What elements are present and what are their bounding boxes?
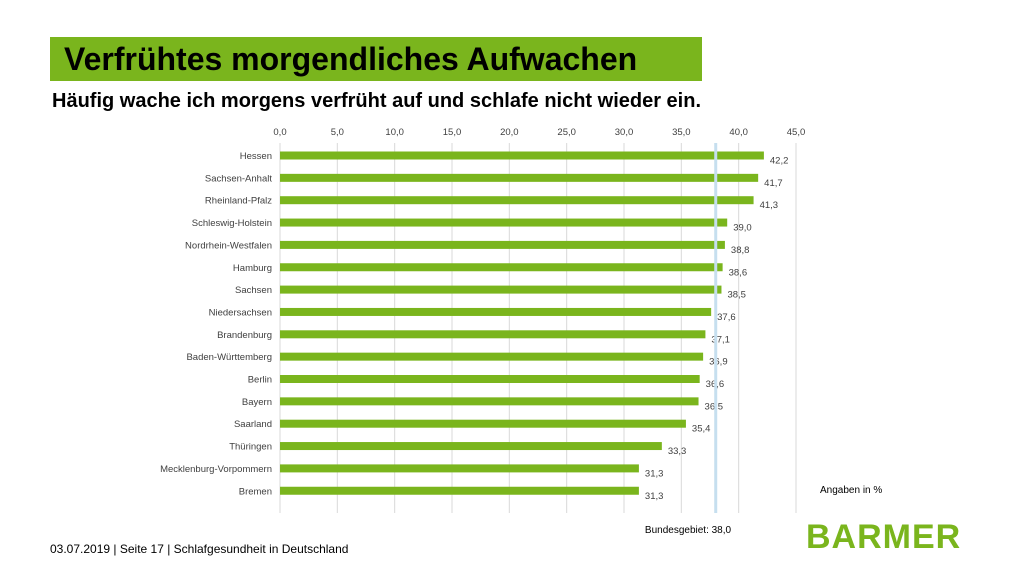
value-label: 36,5 — [705, 401, 724, 412]
value-label: 38,8 — [731, 245, 750, 256]
category-label: Bayern — [242, 397, 272, 408]
x-tick-label: 20,0 — [500, 127, 519, 138]
value-label: 37,1 — [711, 334, 730, 345]
bar — [280, 196, 754, 205]
x-tick-label: 45,0 — [787, 127, 806, 138]
unit-note: Angaben in % — [820, 485, 883, 496]
bar — [280, 307, 712, 316]
bar — [280, 330, 706, 339]
bar — [280, 240, 725, 249]
category-label: Sachsen — [235, 285, 272, 296]
bar — [280, 151, 764, 160]
slide-title: Verfrühtes morgendliches Aufwachen — [64, 41, 638, 77]
value-label: 35,4 — [692, 424, 711, 435]
category-label: Baden-Württemberg — [186, 352, 272, 363]
bar — [280, 419, 686, 428]
bar — [280, 486, 639, 495]
value-label: 41,3 — [760, 200, 779, 211]
x-tick-label: 25,0 — [557, 127, 576, 138]
value-label: 38,6 — [729, 267, 748, 278]
bar — [280, 285, 722, 294]
x-tick-label: 40,0 — [729, 127, 748, 138]
x-tick-label: 15,0 — [443, 127, 462, 138]
barmer-logo: BARMER — [806, 518, 962, 556]
value-label: 31,3 — [645, 491, 664, 502]
value-label: 31,3 — [645, 468, 664, 479]
x-tick-label: 0,0 — [273, 127, 286, 138]
category-label: Hessen — [240, 151, 272, 162]
category-label: Niedersachsen — [209, 307, 272, 318]
category-label: Bremen — [239, 486, 272, 497]
category-label: Schleswig-Holstein — [192, 218, 272, 229]
bar — [280, 352, 704, 361]
x-tick-label: 30,0 — [615, 127, 634, 138]
value-label: 33,3 — [668, 446, 687, 457]
bar — [280, 464, 639, 473]
bar — [280, 375, 700, 383]
value-label: 36,9 — [709, 357, 728, 368]
category-label: Berlin — [248, 375, 272, 386]
category-label: Mecklenburg-Vorpommern — [160, 464, 272, 475]
bar — [280, 173, 759, 182]
title-background — [50, 37, 702, 81]
footer-text: 03.07.2019 | Seite 17 | Schlafgesundheit… — [50, 542, 349, 556]
value-label: 38,5 — [727, 290, 746, 301]
category-label: Sachsen-Anhalt — [205, 173, 272, 184]
x-tick-label: 10,0 — [385, 127, 404, 138]
x-tick-label: 5,0 — [331, 127, 344, 138]
bar — [280, 218, 728, 227]
bar — [280, 263, 723, 272]
bar — [280, 442, 662, 451]
bar — [280, 397, 699, 406]
x-tick-label: 35,0 — [672, 127, 691, 138]
slide-subtitle: Häufig wache ich morgens verfrüht auf un… — [52, 90, 702, 112]
category-label: Thüringen — [229, 442, 272, 453]
value-label: 41,7 — [764, 178, 783, 189]
category-label: Rheinland-Pfalz — [205, 196, 272, 207]
category-label: Saarland — [234, 419, 272, 430]
value-label: 39,0 — [733, 223, 752, 234]
category-label: Brandenburg — [217, 330, 272, 341]
value-label: 42,2 — [770, 156, 789, 167]
reference-line-label: Bundesgebiet: 38,0 — [645, 525, 732, 536]
category-label: Hamburg — [233, 263, 272, 274]
value-label: 37,6 — [717, 312, 736, 323]
category-label: Nordrhein-Westfalen — [185, 240, 272, 251]
